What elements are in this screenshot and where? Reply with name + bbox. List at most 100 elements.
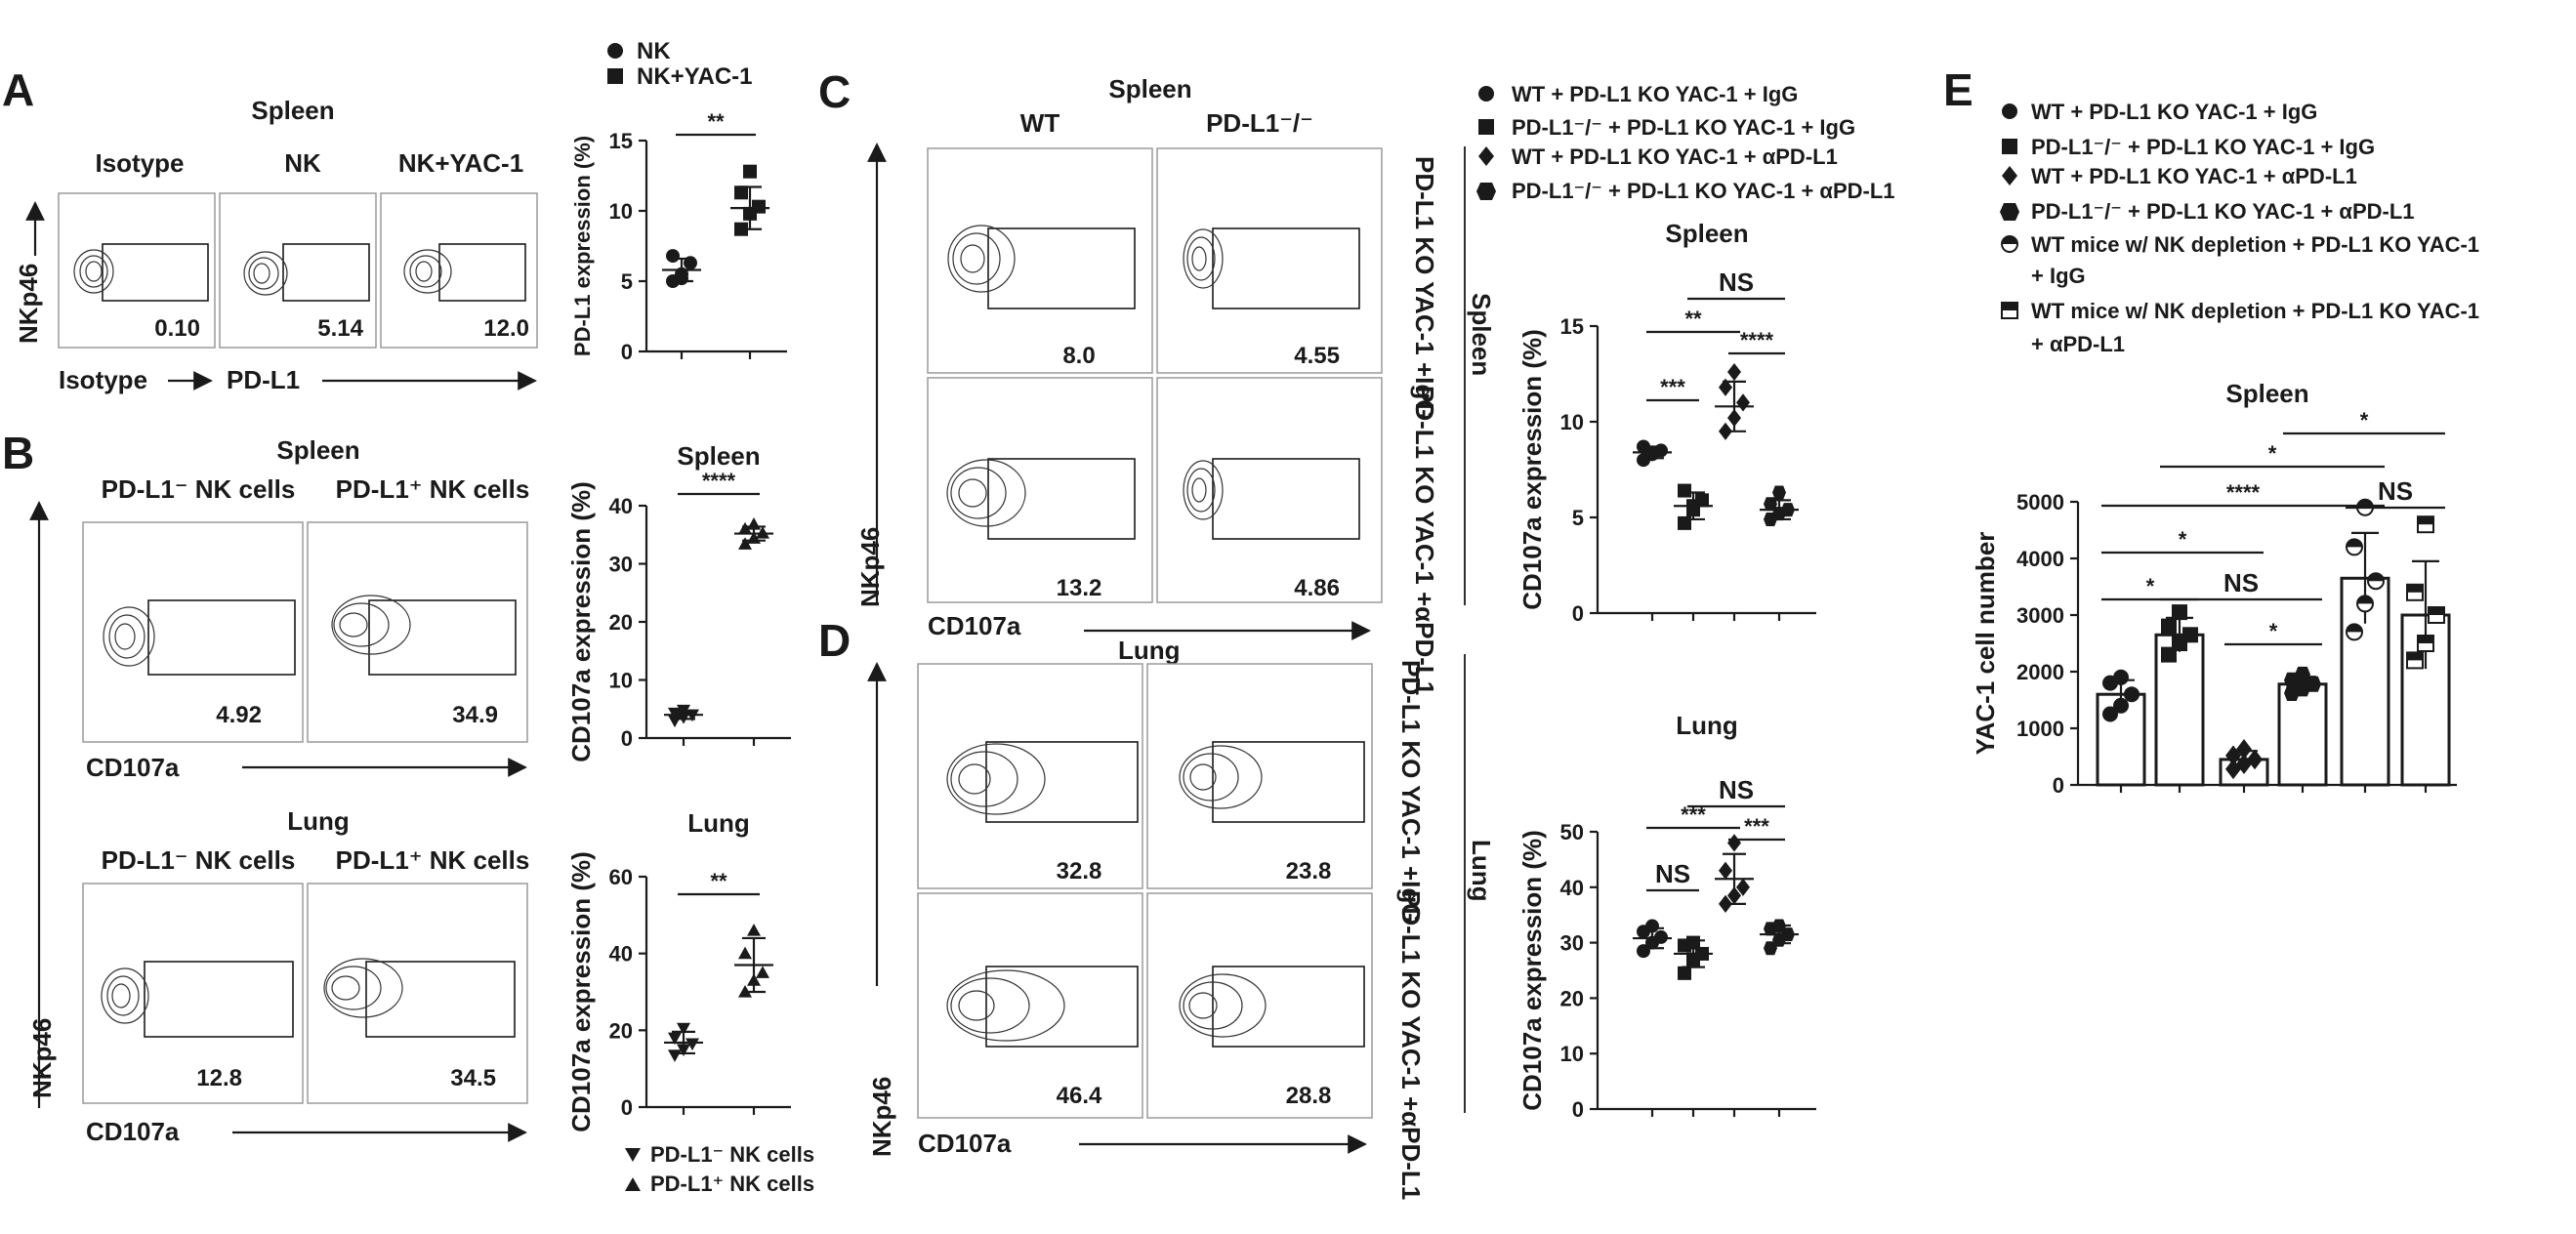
y-axis-title: CD107a expression (%) xyxy=(566,851,596,1132)
panel-letter-c: C xyxy=(818,66,851,117)
series-group xyxy=(2400,515,2451,787)
y-tick-label: 60 xyxy=(609,865,633,889)
data-point xyxy=(1719,422,1732,440)
data-point xyxy=(1686,499,1700,514)
y-tick-label: 0 xyxy=(1572,601,1584,626)
contour-population xyxy=(103,606,155,667)
y-tick-label: 0 xyxy=(1572,1097,1584,1122)
y-tick-label: 15 xyxy=(609,129,633,153)
contour-population xyxy=(946,459,1026,527)
panel-d-side-label: Lung xyxy=(1467,840,1496,902)
legend-cd: WT + PD-L1 KO YAC-1 + IgG PD-L1⁻/⁻ + PD-… xyxy=(1476,82,1895,203)
data-point xyxy=(1781,503,1795,517)
data-point xyxy=(734,185,748,200)
y-tick-label: 0 xyxy=(2053,773,2064,798)
y-tick-label: 50 xyxy=(1560,820,1584,844)
data-point xyxy=(1736,878,1750,896)
data-point xyxy=(1781,927,1795,942)
data-point xyxy=(738,537,752,550)
half-square-marker-icon xyxy=(2001,302,2018,319)
data-point xyxy=(1686,935,1700,950)
data-point-fill xyxy=(2429,607,2444,615)
y-axis-title: YAC-1 cell number xyxy=(1971,532,2000,756)
series-group xyxy=(1633,919,1672,959)
chart-b-spleen-cd107a: 0 10 20 30 40 CD107a expression (%) Spleen**** xyxy=(566,441,791,762)
data-point xyxy=(743,164,757,179)
panel-a-xaxis-pdl1: PD-L1 xyxy=(227,365,300,394)
data-point xyxy=(1695,946,1709,961)
legend-cd-item: WT + PD-L1 KO YAC-1 + IgG xyxy=(1512,82,1798,106)
series-group xyxy=(664,704,703,728)
contour-population xyxy=(946,969,1065,1042)
panel-b-spleen-title: Spleen xyxy=(276,435,359,465)
panel-b-col-neg: PD-L1⁻ NK cells xyxy=(102,474,296,504)
data-point xyxy=(668,1032,682,1046)
data-point xyxy=(738,985,752,998)
data-point xyxy=(684,256,697,270)
data-point xyxy=(1678,515,1691,530)
data-point-fill xyxy=(2407,584,2423,593)
chart-d-lung-cd107a: 0 10 20 30 40 50 CD107a expression (%) Lung NS **… xyxy=(1517,711,1816,1122)
series-group xyxy=(734,924,773,998)
y-tick-label: 5 xyxy=(1572,506,1584,530)
series-group xyxy=(1715,834,1754,913)
data-point xyxy=(1727,362,1741,382)
y-tick-label: 20 xyxy=(1560,986,1584,1010)
gate-percentage: 5.14 xyxy=(317,315,363,342)
panel-letter-e: E xyxy=(1943,64,1974,115)
panel-c-lung-text: Lung xyxy=(1118,636,1181,665)
chart-title: Spleen xyxy=(677,441,760,471)
data-point xyxy=(2356,595,2374,613)
legend-cd-item: PD-L1⁻/⁻ + PD-L1 KO YAC-1 + IgG xyxy=(1512,115,1855,140)
flow-plot: 0.10 xyxy=(58,192,216,349)
y-tick-label: 0 xyxy=(621,340,633,364)
legend-e-item: PD-L1⁻/⁻ + PD-L1 KO YAC-1 + αPD-L1 xyxy=(2031,199,2415,224)
y-tick-label: 40 xyxy=(609,494,633,518)
chart-title: Lung xyxy=(687,808,750,838)
series-group xyxy=(664,1022,703,1062)
data-point-fill xyxy=(2368,573,2384,582)
significance-label: **** xyxy=(702,469,736,493)
significance-label: * xyxy=(2179,527,2187,552)
panel-b-yaxis: NKp46 xyxy=(27,1018,57,1098)
significance-label: ** xyxy=(1684,307,1702,331)
legend-a-item: NK+YAC-1 xyxy=(637,63,753,90)
panel-a-col-nk: NK xyxy=(284,148,321,178)
circle-marker-icon xyxy=(2002,103,2017,119)
y-tick-label: 40 xyxy=(1560,876,1584,900)
legend-cd-item: PD-L1⁻/⁻ + PD-L1 KO YAC-1 + αPD-L1 xyxy=(1512,179,1895,203)
data-point xyxy=(734,222,748,236)
data-point xyxy=(677,1022,690,1036)
data-point xyxy=(2417,635,2434,652)
data-point xyxy=(2346,538,2363,556)
data-point xyxy=(668,707,682,720)
data-point xyxy=(677,711,690,724)
significance-label: ** xyxy=(707,109,725,134)
panel-c-title: Spleen xyxy=(1108,74,1191,103)
contour-population xyxy=(403,249,452,294)
flow-plot: 4.55 xyxy=(1156,147,1383,374)
data-point xyxy=(738,521,752,535)
flow-plot: 34.5 xyxy=(307,883,528,1104)
data-point xyxy=(2406,651,2424,670)
y-tick-label: 10 xyxy=(1560,1042,1584,1066)
series-group xyxy=(2277,666,2328,787)
data-point xyxy=(1719,378,1732,396)
data-point xyxy=(2161,618,2177,635)
triangle-up-marker-icon xyxy=(625,1177,641,1191)
series-group xyxy=(2340,498,2390,787)
flow-plot: 46.4 xyxy=(917,892,1143,1119)
series-group xyxy=(734,517,773,550)
data-point xyxy=(675,271,688,286)
contour-population xyxy=(947,225,1016,293)
flow-plot: 23.8 xyxy=(1146,663,1373,889)
data-point xyxy=(1678,966,1691,980)
gate-percentage: 28.8 xyxy=(1286,1083,1332,1109)
series-group xyxy=(1760,919,1799,956)
data-point xyxy=(1772,919,1786,933)
y-axis-title: CD107a expression (%) xyxy=(1517,830,1547,1111)
panel-d-row-label: PD-L1 KO YAC-1 +IgG xyxy=(1396,660,1426,923)
hexagon-marker-icon xyxy=(1476,183,1496,200)
contour-population xyxy=(946,743,1046,815)
